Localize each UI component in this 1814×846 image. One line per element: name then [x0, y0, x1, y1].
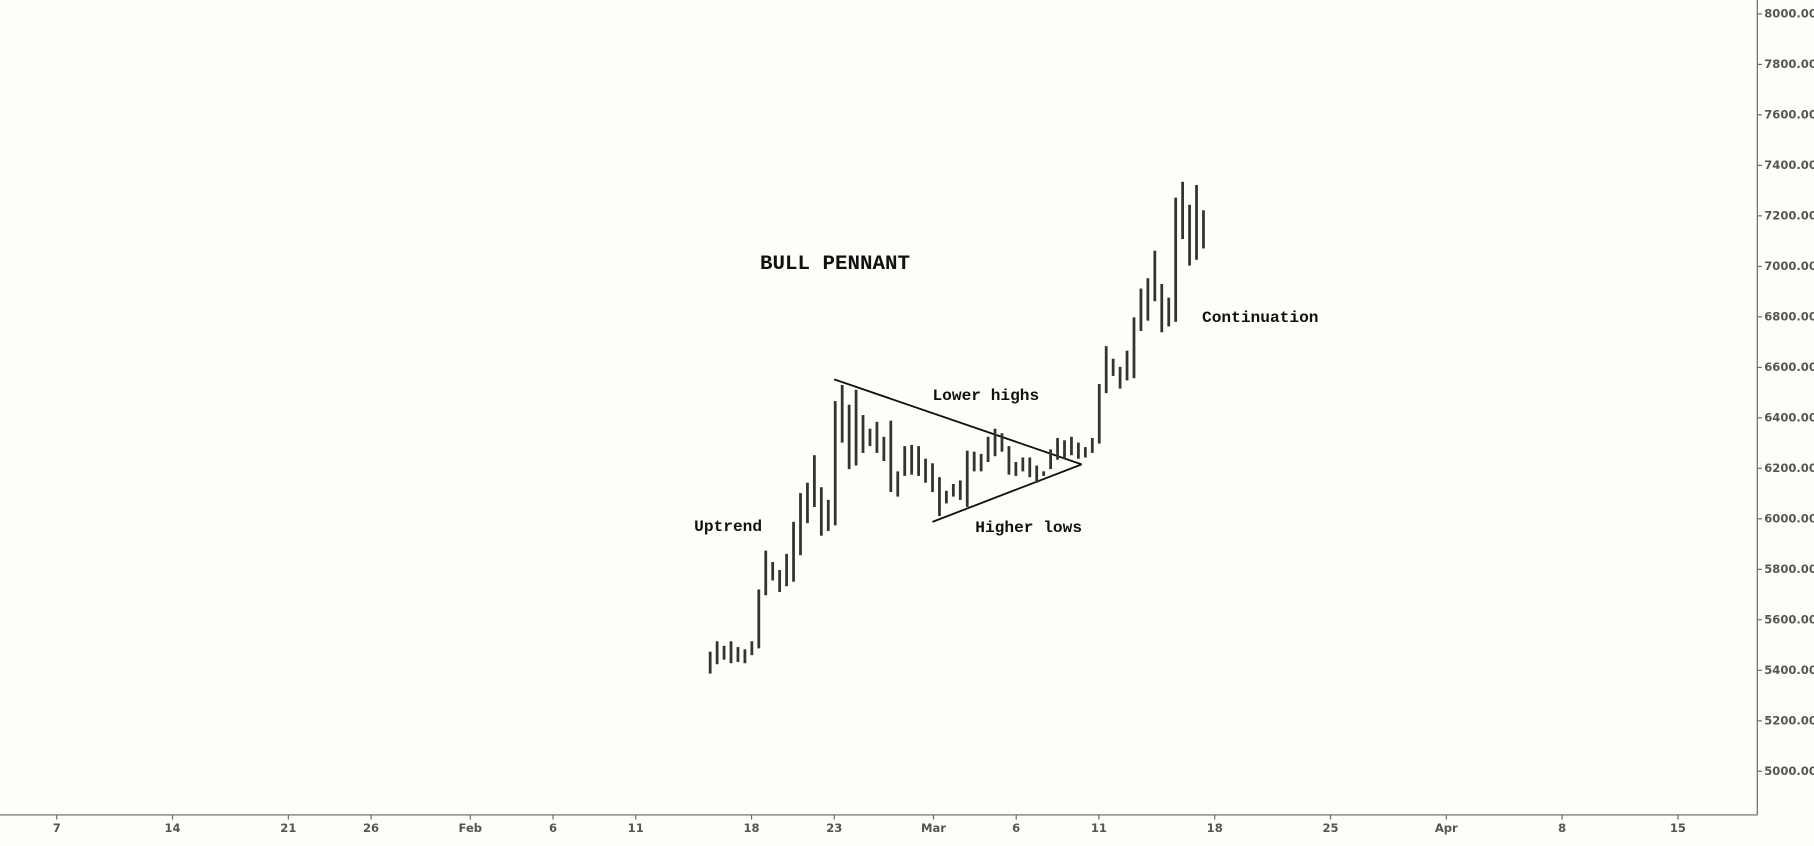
trend-line-upper — [833, 378, 1082, 466]
y-tick-label: 5800.00 — [1764, 562, 1814, 576]
x-tick-label: 25 — [1322, 821, 1338, 835]
y-tick-label: 6400.00 — [1764, 410, 1814, 424]
y-tick-label: 6000.00 — [1764, 511, 1814, 525]
trend-line-lower — [932, 463, 1083, 523]
x-tick-label: 18 — [743, 821, 759, 835]
x-tick-label: 11 — [628, 821, 644, 835]
annotation: Continuation — [1202, 309, 1318, 327]
y-tick-label: 7600.00 — [1764, 107, 1814, 121]
annotation: Higher lows — [975, 519, 1082, 537]
x-tick-label: 11 — [1091, 821, 1107, 835]
y-tick-label: 7800.00 — [1764, 57, 1814, 71]
x-tick-label: 6 — [549, 821, 557, 835]
y-tick-label: 5000.00 — [1764, 764, 1814, 778]
y-tick-label: 5600.00 — [1764, 612, 1814, 626]
y-tick-label: 6200.00 — [1764, 461, 1814, 475]
x-tick-label: Apr — [1435, 821, 1458, 835]
annotation: Lower highs — [932, 387, 1039, 405]
x-tick-label: 23 — [826, 821, 842, 835]
y-tick-label: 7200.00 — [1764, 208, 1814, 222]
y-tick-label: 8000.00 — [1764, 6, 1814, 20]
x-tick-label: 6 — [1012, 821, 1020, 835]
x-tick-label: 26 — [363, 821, 379, 835]
y-tick-label: 6600.00 — [1764, 360, 1814, 374]
x-tick-label: 15 — [1670, 821, 1686, 835]
y-tick-label: 6800.00 — [1764, 309, 1814, 323]
x-tick-label: 14 — [164, 821, 180, 835]
x-tick-label: Mar — [921, 821, 946, 835]
x-tick-label: Feb — [459, 821, 483, 835]
annotation: Uptrend — [694, 518, 762, 536]
x-tick-label: 8 — [1558, 821, 1566, 835]
x-tick-label: 18 — [1207, 821, 1223, 835]
x-tick-label: 7 — [53, 821, 61, 835]
y-tick-label: 7000.00 — [1764, 259, 1814, 273]
y-tick-label: 7400.00 — [1764, 158, 1814, 172]
y-tick-label: 5200.00 — [1764, 713, 1814, 727]
x-tick-label: 21 — [280, 821, 296, 835]
chart-title: BULL PENNANT — [760, 253, 910, 276]
y-tick-label: 5400.00 — [1764, 663, 1814, 677]
